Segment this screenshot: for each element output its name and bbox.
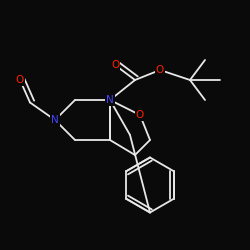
Text: N: N <box>51 115 59 125</box>
Text: N: N <box>106 95 114 105</box>
Text: O: O <box>16 75 24 85</box>
Text: O: O <box>111 60 119 70</box>
Text: O: O <box>156 65 164 75</box>
Text: O: O <box>136 110 144 120</box>
